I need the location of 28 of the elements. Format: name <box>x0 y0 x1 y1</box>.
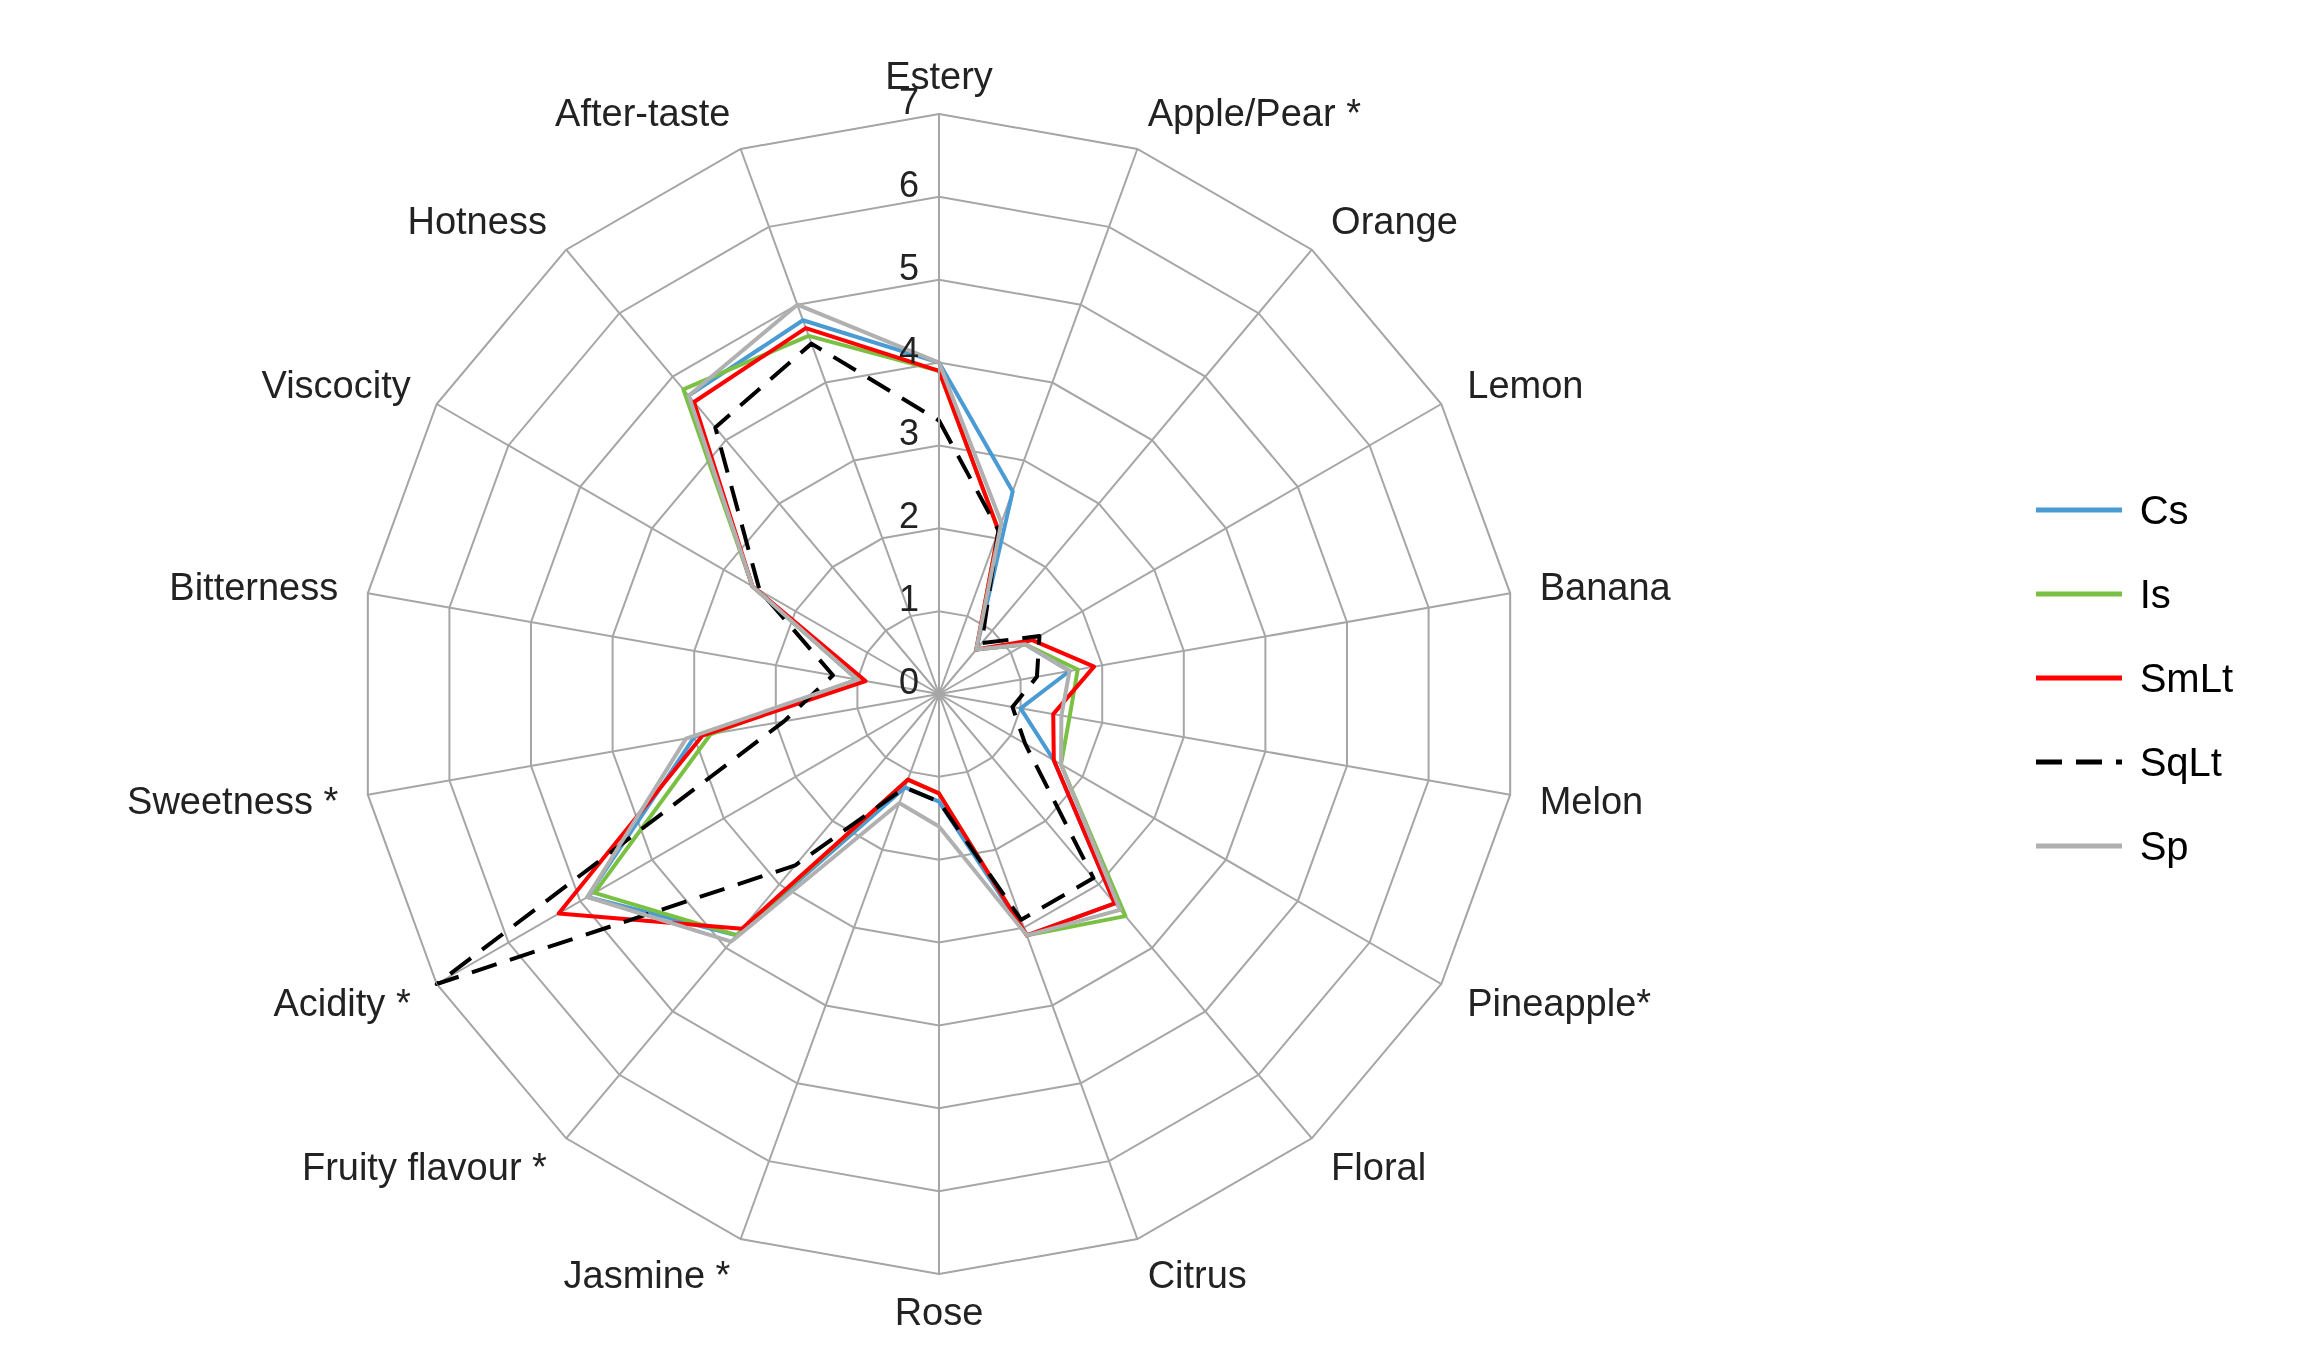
spoke-label: Rose <box>894 1291 984 1333</box>
spoke-label: Citrus <box>1147 1253 1247 1296</box>
spoke-label: Pineapple* <box>1467 982 1652 1024</box>
spoke-label: Hotness <box>407 199 547 242</box>
legend-label: Cs <box>2139 487 2189 533</box>
spoke-label: Viscocity <box>261 364 411 406</box>
spoke-label: Apple/Pear * <box>1147 92 1362 135</box>
spoke-label: Orange <box>1331 199 1458 242</box>
y-tick-label: 3 <box>898 412 919 454</box>
y-tick-label: 1 <box>898 578 919 620</box>
legend-label: Is <box>2139 571 2171 617</box>
spoke-label: Acidity * <box>273 982 411 1024</box>
spoke-label: Sweetness * <box>127 780 339 823</box>
legend-label: SqLt <box>2139 739 2222 785</box>
legend-label: Sp <box>2139 823 2189 869</box>
legend-label: SmLt <box>2139 655 2233 701</box>
spoke-label: Bitterness <box>169 565 339 608</box>
y-tick-label: 0 <box>898 661 919 702</box>
y-tick-label: 5 <box>898 246 919 288</box>
spoke-label: Jasmine * <box>563 1253 731 1296</box>
spoke-label: Banana <box>1539 565 1672 608</box>
spoke-label: Melon <box>1539 780 1644 823</box>
y-tick-label: 2 <box>898 495 919 537</box>
spoke-label: Lemon <box>1467 364 1584 406</box>
spoke-label: Fruity flavour * <box>301 1146 548 1189</box>
y-tick-label: 6 <box>898 163 919 205</box>
spoke-label: After-taste <box>555 92 731 135</box>
spoke-label: Floral <box>1331 1146 1427 1189</box>
